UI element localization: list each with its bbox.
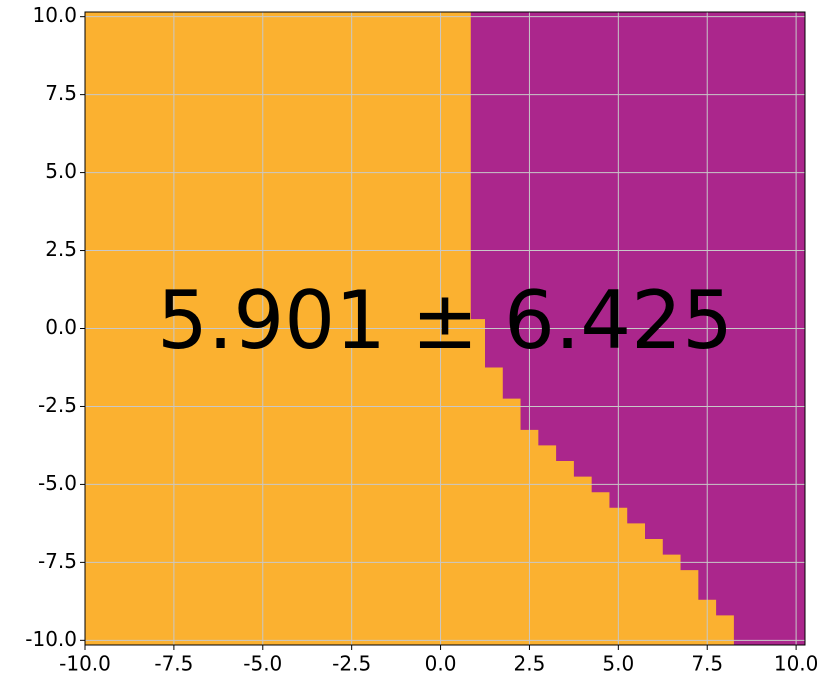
y-tick-label: -10.0 [25, 627, 77, 651]
x-tick-label: -10.0 [59, 652, 111, 676]
y-tick-label: 7.5 [45, 81, 77, 105]
y-tick-label: -2.5 [38, 393, 77, 417]
x-tick-label: 7.5 [691, 652, 723, 676]
plot-frame [84, 11, 806, 646]
x-tick-label: 10.0 [774, 652, 819, 676]
x-tick-label: -2.5 [332, 652, 371, 676]
x-tick-label: -7.5 [154, 652, 193, 676]
x-tick-label: 2.5 [514, 652, 546, 676]
y-tick-label: -7.5 [38, 549, 77, 573]
y-tick-label: 10.0 [32, 3, 77, 27]
x-tick-label: 0.0 [425, 652, 457, 676]
y-tick-label: 5.0 [45, 159, 77, 183]
x-tick-label: 5.0 [602, 652, 634, 676]
annotation: 5.901 ± 6.425 [157, 274, 733, 367]
y-tick-label: 2.5 [45, 237, 77, 261]
x-tick-label: -5.0 [243, 652, 282, 676]
y-tick-label: 0.0 [45, 315, 77, 339]
y-tick-label: -5.0 [38, 471, 77, 495]
